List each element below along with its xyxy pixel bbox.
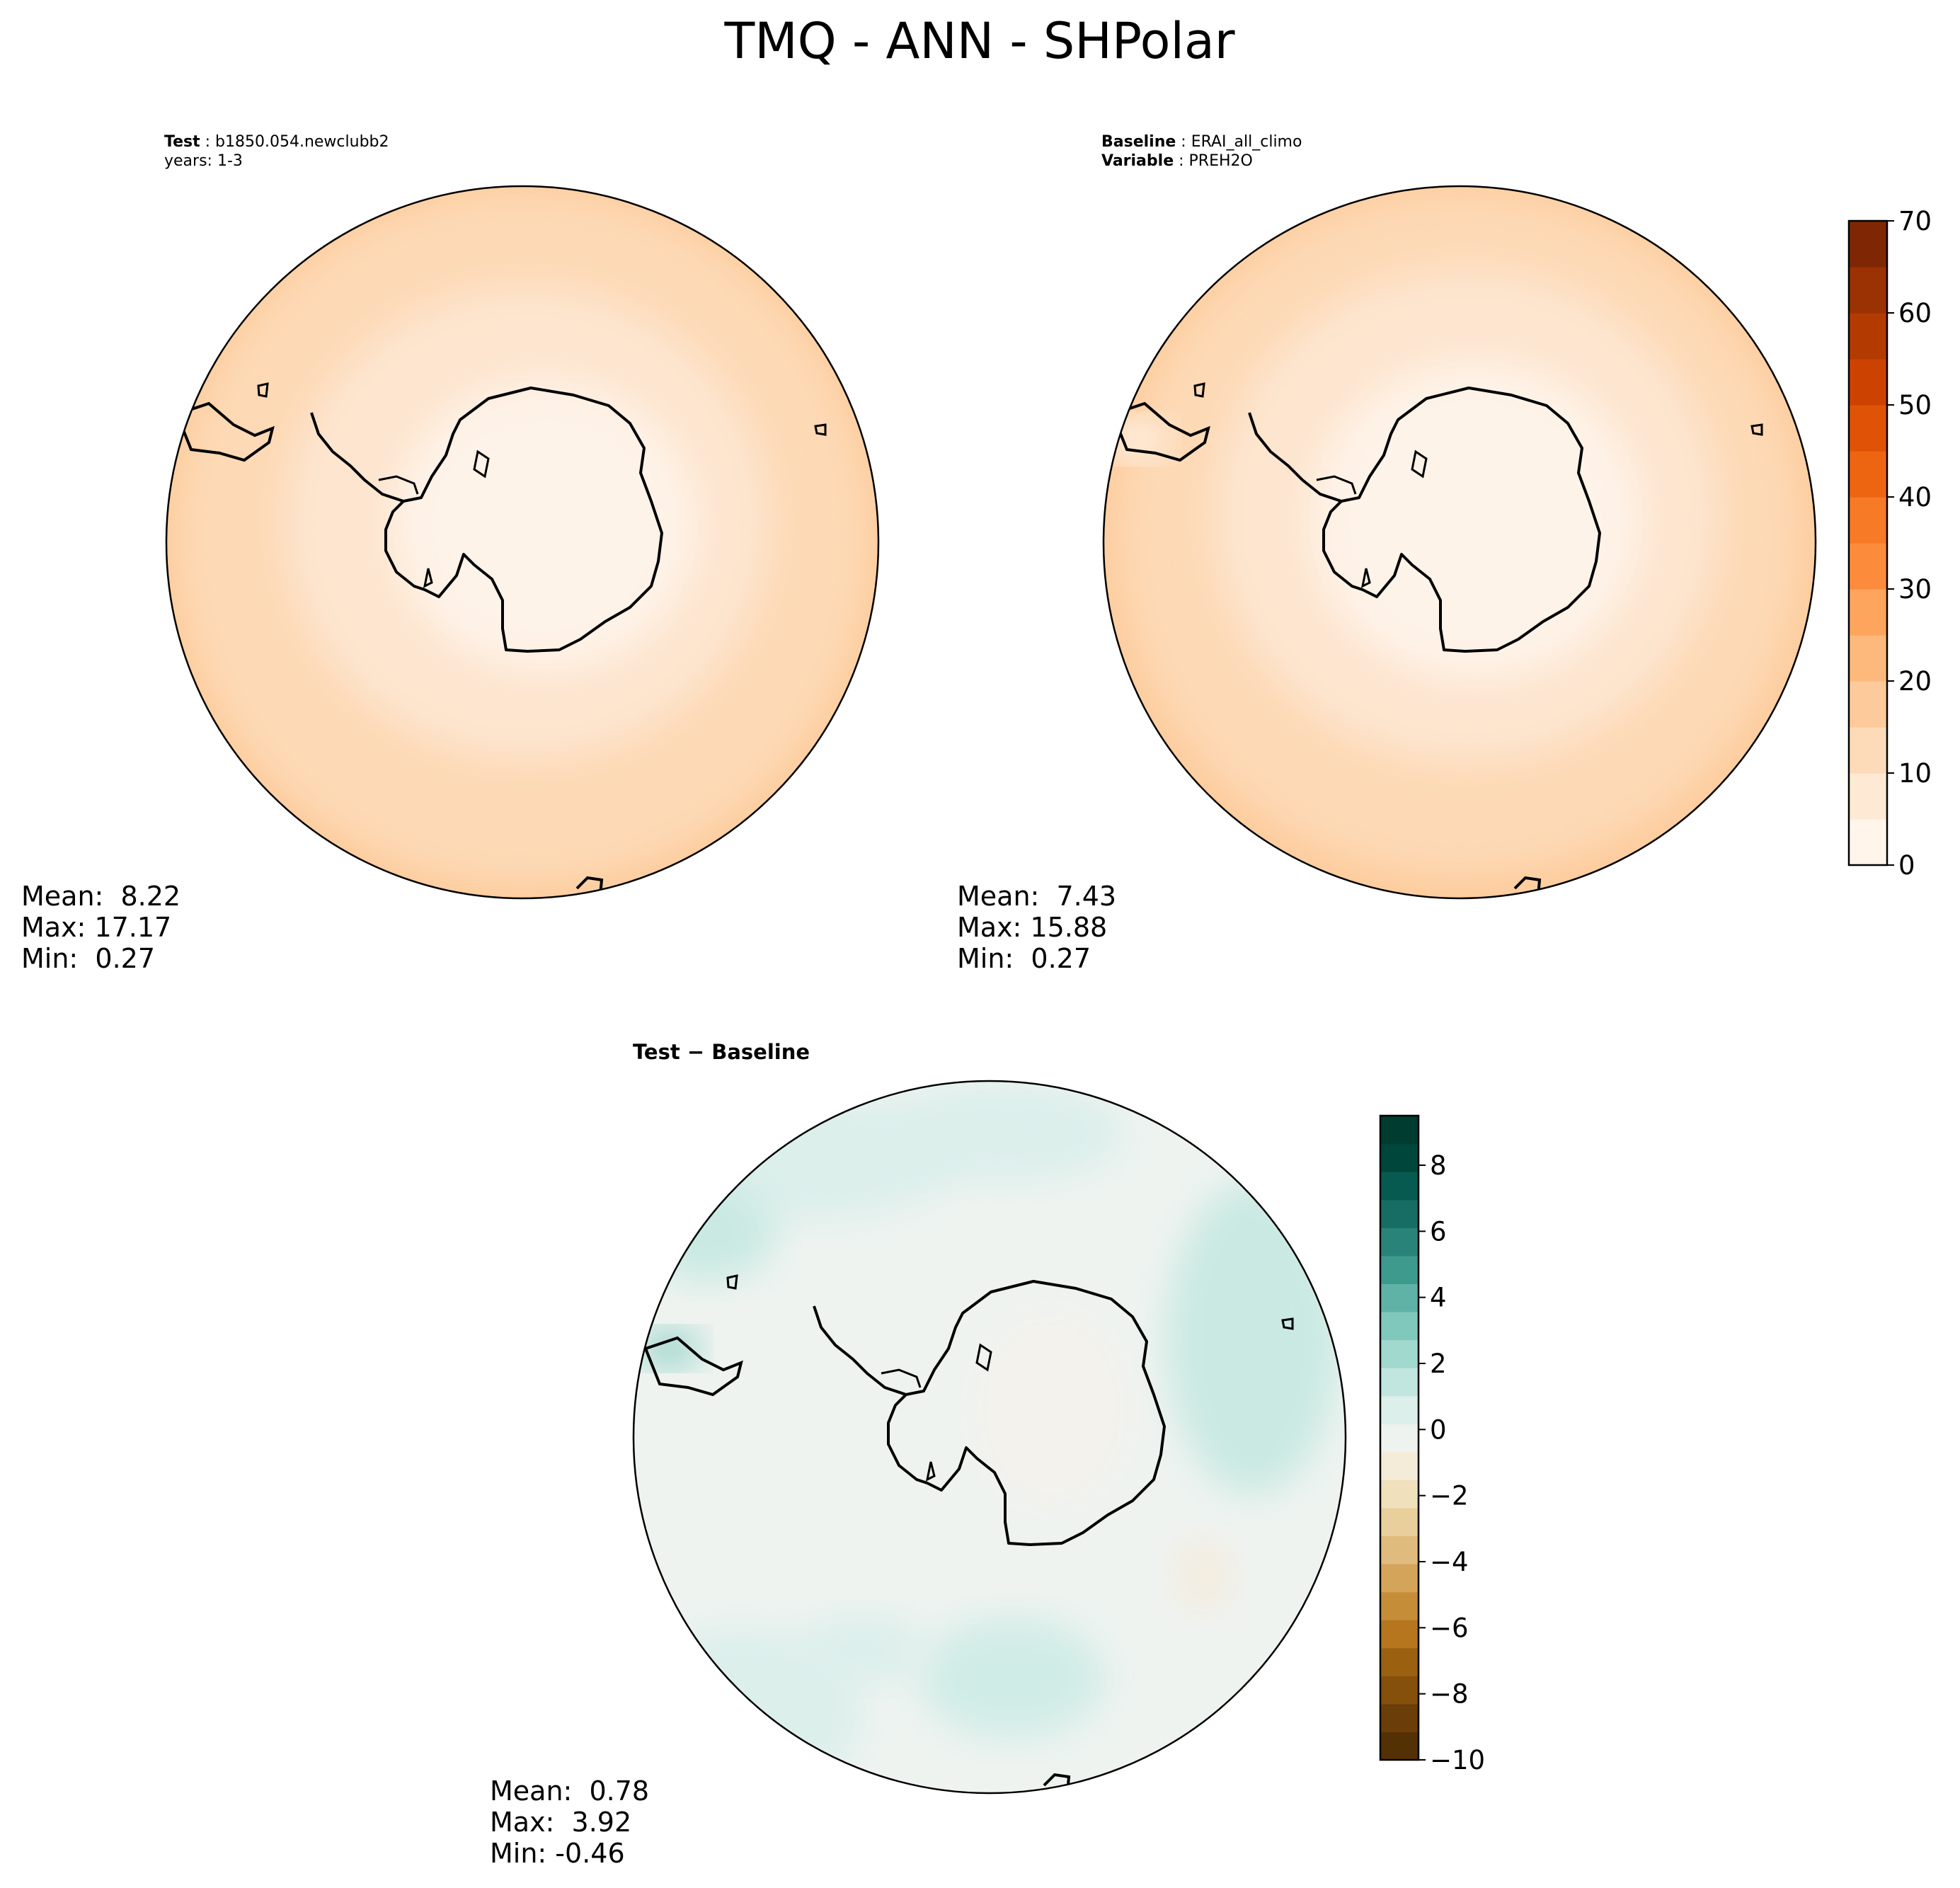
panel-test: Test : b1850.054.newclubb2 years: 1-3 Me…	[21, 133, 880, 974]
difference-colorbar-swatch-11	[1380, 1424, 1419, 1453]
difference-colorbar-swatch-1	[1380, 1703, 1419, 1733]
difference-header: Test − Baseline	[633, 1040, 810, 1064]
difference-colorbar-swatch-12	[1380, 1395, 1419, 1424]
test-map	[166, 186, 878, 898]
difference-colorbar-swatch-6	[1380, 1564, 1419, 1593]
baseline-colorbar-swatch-5	[1849, 589, 1887, 636]
test-header-line-2: years: 1-3	[164, 152, 243, 170]
baseline-colorbar-tick-label-5: 50	[1898, 390, 1932, 420]
baseline-colorbar-tick-label-7: 70	[1898, 206, 1932, 236]
baseline-colorbar-tick-label-1: 10	[1898, 758, 1932, 789]
baseline-header-line-2: Variable : PREH2O	[1101, 152, 1253, 170]
difference-colorbar-swatch-22	[1380, 1116, 1419, 1145]
difference-colorbar-swatch-2	[1380, 1676, 1419, 1705]
baseline-colorbar-tick-label-3: 30	[1898, 574, 1932, 605]
difference-colorbar-swatch-17	[1380, 1255, 1419, 1284]
test-map-boundary	[165, 185, 880, 900]
difference-colorbar-tick-label-8: −8	[1430, 1679, 1469, 1710]
difference-colorbar-swatch-21	[1380, 1143, 1419, 1172]
difference-map-boundary	[632, 1080, 1347, 1795]
baseline-colorbar-swatch-13	[1849, 221, 1887, 268]
baseline-colorbar-swatch-12	[1849, 267, 1887, 314]
difference-colorbar-swatch-14	[1380, 1339, 1419, 1368]
baseline-stat-max: Max: 15.88	[957, 912, 1107, 943]
baseline-colorbar-swatch-1	[1849, 773, 1887, 820]
test-header-line-1: Test : b1850.054.newclubb2	[164, 133, 389, 151]
difference-colorbar-swatch-15	[1380, 1311, 1419, 1341]
baseline-map	[1104, 186, 1816, 898]
baseline-colorbar-swatch-4	[1849, 635, 1887, 682]
panel-baseline: Baseline : ERAI_all_climo Variable : PRE…	[957, 133, 1932, 974]
difference-colorbar-swatch-18	[1380, 1228, 1419, 1257]
difference-colorbar-tick-label-0: 8	[1430, 1150, 1447, 1181]
baseline-colorbar-tick-label-0: 0	[1898, 850, 1915, 881]
baseline-stat-mean: Mean: 7.43	[957, 881, 1116, 912]
baseline-colorbar-swatch-8	[1849, 451, 1887, 498]
difference-colorbar-tick-label-4: 0	[1430, 1414, 1447, 1445]
baseline-colorbar-tick-label-4: 40	[1898, 482, 1932, 513]
baseline-header-line-1: Baseline : ERAI_all_climo	[1101, 133, 1302, 151]
baseline-colorbar-swatch-9	[1849, 405, 1887, 452]
difference-colorbar-swatch-5	[1380, 1591, 1419, 1620]
baseline-colorbar-swatch-10	[1849, 359, 1887, 406]
difference-colorbar-swatch-0	[1380, 1732, 1419, 1761]
test-stat-min: Min: 0.27	[21, 943, 155, 974]
baseline-colorbar: 0 10 20 30 40 50 60 70	[1847, 206, 1932, 881]
difference-colorbar-tick-label-9: −10	[1430, 1745, 1485, 1775]
difference-colorbar-tick-label-6: −4	[1430, 1547, 1469, 1577]
baseline-colorbar-swatch-6	[1849, 543, 1887, 590]
difference-colorbar: 8 6 4 2 0 −2 −4 −6 −8 −10	[1379, 1114, 1485, 1775]
panel-difference: Test − Baseline Mean: 0.78 Max: 3.92 Min…	[490, 1040, 1485, 1869]
baseline-colorbar-frame	[1847, 219, 1889, 866]
difference-colorbar-swatch-8	[1380, 1507, 1419, 1537]
figure-title: TMQ - ANN - SHPolar	[723, 12, 1234, 70]
baseline-colorbar-swatch-11	[1849, 313, 1887, 360]
baseline-colorbar-swatch-0	[1849, 819, 1887, 866]
difference-stat-mean: Mean: 0.78	[490, 1775, 649, 1807]
difference-colorbar-tick-label-2: 4	[1430, 1283, 1447, 1313]
difference-colorbar-frame	[1379, 1114, 1420, 1761]
baseline-colorbar-tick-label-2: 20	[1898, 666, 1932, 697]
difference-colorbar-swatch-20	[1380, 1172, 1419, 1201]
difference-colorbar-swatch-19	[1380, 1199, 1419, 1228]
difference-colorbar-swatch-9	[1380, 1480, 1419, 1509]
baseline-stat-min: Min: 0.27	[957, 943, 1091, 974]
baseline-colorbar-tick-label-6: 60	[1898, 298, 1932, 328]
test-stat-max: Max: 17.17	[21, 912, 171, 943]
difference-colorbar-tick-label-1: 6	[1430, 1216, 1447, 1247]
difference-colorbar-swatch-13	[1380, 1368, 1419, 1397]
difference-colorbar-tick-label-5: −2	[1430, 1481, 1469, 1511]
baseline-colorbar-swatch-2	[1849, 727, 1887, 774]
test-band-core	[393, 380, 697, 670]
difference-colorbar-swatch-3	[1380, 1647, 1419, 1676]
difference-colorbar-swatch-10	[1380, 1451, 1419, 1480]
difference-colorbar-swatch-4	[1380, 1620, 1419, 1649]
difference-colorbar-swatch-16	[1380, 1283, 1419, 1312]
difference-map	[634, 1081, 1346, 1793]
baseline-colorbar-swatch-7	[1849, 497, 1887, 544]
test-stat-mean: Mean: 8.22	[21, 881, 180, 912]
baseline-band-core	[1309, 361, 1642, 680]
difference-colorbar-tick-label-3: 2	[1430, 1349, 1447, 1379]
difference-stat-max: Max: 3.92	[490, 1807, 631, 1838]
baseline-map-boundary	[1102, 185, 1817, 900]
difference-colorbar-swatch-7	[1380, 1535, 1419, 1564]
difference-colorbar-tick-label-7: −6	[1430, 1613, 1469, 1643]
difference-stat-min: Min: -0.46	[490, 1838, 625, 1869]
baseline-colorbar-swatch-3	[1849, 681, 1887, 728]
